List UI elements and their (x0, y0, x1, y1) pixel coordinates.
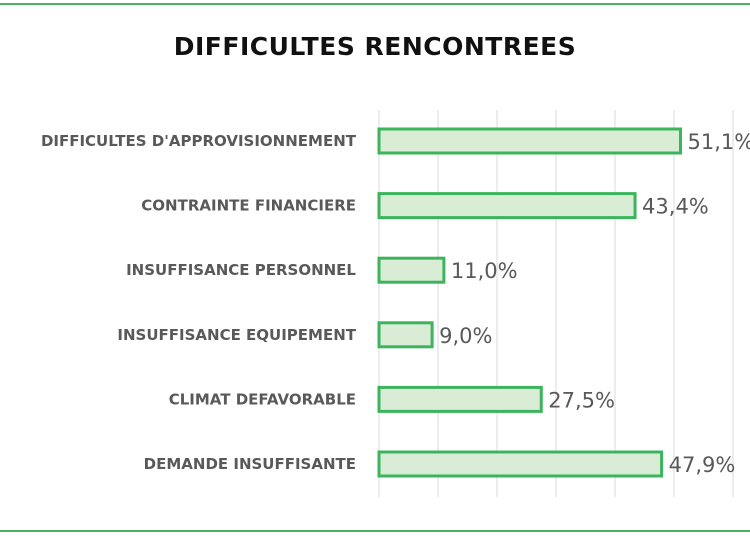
bar (377, 385, 543, 413)
category-label: DIFFICULTES D'APPROVISIONNEMENT (41, 132, 357, 150)
bar (377, 127, 682, 155)
value-label: 9,0% (439, 324, 492, 348)
category-label: CONTRAINTE FINANCIERE (141, 197, 356, 215)
value-label: 47,9% (669, 453, 736, 477)
bar (377, 450, 664, 478)
value-label: 51,1% (687, 130, 750, 154)
category-labels: DIFFICULTES D'APPROVISIONNEMENT CONTRAINT… (41, 132, 357, 473)
bottom-border (0, 530, 750, 532)
top-border (0, 3, 750, 5)
bar (377, 256, 446, 284)
category-label: CLIMAT DEFAVORABLE (169, 390, 356, 408)
value-label: 11,0% (451, 259, 518, 283)
bar (377, 321, 434, 349)
chart-title: DIFFICULTES RENCONTREES (173, 32, 577, 61)
gridlines (378, 110, 734, 497)
bars (377, 127, 682, 478)
value-label: 27,5% (548, 388, 615, 412)
category-label: INSUFFISANCE EQUIPEMENT (117, 326, 356, 344)
value-label: 43,4% (642, 195, 709, 219)
bar (377, 192, 637, 220)
value-labels: 51,1% 43,4% 11,0% 9,0% 27,5% 47,9% (439, 130, 750, 477)
category-label: INSUFFISANCE PERSONNEL (126, 261, 356, 279)
category-label: DEMANDE INSUFFISANTE (144, 455, 356, 473)
